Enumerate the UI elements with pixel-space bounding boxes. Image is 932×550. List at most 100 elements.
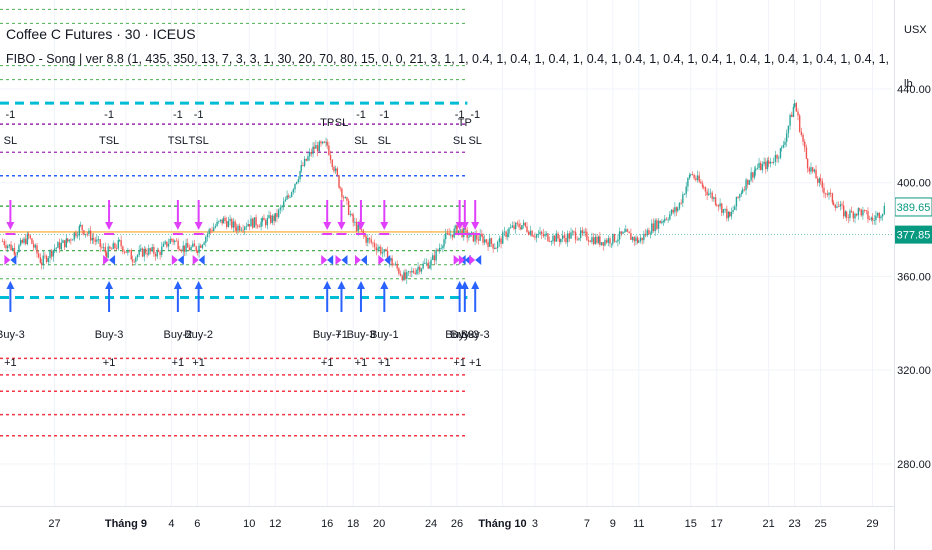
candle-body — [157, 250, 160, 252]
candle-body — [516, 222, 519, 224]
signal-bowtie-right — [341, 255, 348, 265]
candle-body — [870, 217, 873, 220]
candle-body — [691, 174, 694, 176]
candle-body — [289, 196, 291, 198]
candle-body — [638, 241, 640, 243]
candle-body — [844, 211, 847, 217]
candle-body — [58, 242, 61, 250]
candle-body — [141, 248, 144, 257]
candle-body — [174, 240, 176, 243]
candle-body — [222, 217, 225, 224]
candle-body — [857, 208, 860, 216]
candle-body — [795, 103, 798, 112]
candle-body — [477, 239, 480, 241]
time-tick-label: 29 — [866, 518, 878, 530]
candle-body — [531, 230, 533, 237]
candle-body — [546, 233, 548, 235]
symbol-title[interactable]: Coffee C Futures · 30 · ICEUS — [6, 26, 196, 42]
candle-body — [407, 271, 410, 273]
candle-body — [438, 247, 441, 251]
candle-body — [292, 189, 295, 193]
candle-body — [360, 229, 363, 231]
time-axis[interactable]: 27 Tháng 9 4 6 10 12 16 18 20 24 26 Tháng 10 3 7 9 11 15… — [48, 518, 878, 530]
candle-body — [472, 232, 475, 242]
candle-body — [130, 250, 132, 260]
candle-body — [815, 169, 817, 179]
candle-body — [487, 242, 489, 247]
candle-body — [21, 240, 24, 243]
candle-body — [34, 245, 37, 248]
candle-body — [310, 151, 313, 154]
candle-body — [65, 238, 68, 248]
candle-body — [273, 215, 275, 221]
candle-body — [148, 248, 150, 255]
candle-body — [748, 180, 751, 185]
time-tick-label: 18 — [347, 518, 359, 530]
candle-body — [813, 169, 816, 172]
candle-body — [394, 263, 397, 265]
candle-body — [479, 234, 481, 241]
candle-body — [687, 178, 689, 187]
candle-body — [49, 250, 51, 259]
candle-body — [561, 235, 564, 240]
candle-body — [37, 253, 40, 258]
candle-body — [131, 259, 134, 262]
candle-body — [180, 250, 183, 252]
candle-body — [264, 220, 267, 226]
candle-body — [784, 141, 786, 145]
signal-top-label: TSL — [189, 135, 209, 147]
candle-body — [625, 229, 627, 232]
candle-body — [703, 186, 705, 188]
candle-body — [253, 217, 256, 228]
candle-body — [774, 154, 777, 162]
candle-body — [708, 193, 710, 196]
candle-body — [669, 214, 671, 220]
candle-body — [105, 252, 108, 258]
candle-body — [566, 233, 569, 243]
candle-body — [442, 246, 444, 248]
candle-body — [8, 244, 11, 246]
candle-body — [161, 246, 163, 255]
time-tick-label: 20 — [373, 518, 385, 530]
indicator-label[interactable]: FIBO - Song | ver 8.8 (1, 435, 350, 13, … — [6, 52, 892, 66]
candle-body — [706, 191, 708, 196]
candle-body — [539, 231, 541, 234]
candle-body — [427, 262, 429, 269]
candle-body — [492, 243, 494, 249]
candle-body — [302, 165, 304, 166]
candle-body — [403, 272, 405, 281]
candle-body — [196, 250, 199, 253]
candle-body — [596, 236, 598, 243]
candle-body — [354, 221, 356, 223]
candle-body — [565, 237, 567, 243]
candle-body — [498, 238, 501, 242]
signal-top-label: SL — [378, 135, 391, 147]
candle-body — [398, 268, 400, 274]
candle-body — [553, 235, 556, 242]
signal-top-label: -1 — [356, 109, 366, 121]
time-tick-label: 24 — [425, 518, 437, 530]
candle-body — [149, 248, 152, 251]
signal-bottom-label: Buy-3 — [461, 329, 490, 341]
candle-body — [858, 208, 861, 210]
signal-bowtie-left — [354, 255, 361, 265]
candle-body — [268, 215, 270, 218]
candle-body — [468, 236, 470, 238]
candle-body — [709, 192, 712, 194]
candle-body — [326, 141, 328, 146]
candle-body — [552, 235, 554, 242]
signal-top-label: -1 — [379, 109, 389, 121]
candle-body — [605, 240, 608, 243]
candle-body — [300, 165, 302, 172]
candle-body — [766, 160, 769, 170]
signal-top-label: -1 — [470, 109, 480, 121]
grid-lines — [0, 0, 892, 506]
candle-body — [224, 217, 226, 222]
candle-body — [832, 202, 835, 205]
candle-body — [717, 205, 720, 207]
candles — [1, 99, 886, 285]
candle-body — [685, 186, 687, 195]
price-axis[interactable]: 280.00 320.00 360.00 400.00 440.00 389.65 377.… — [894, 84, 932, 471]
candle-body — [205, 237, 207, 243]
